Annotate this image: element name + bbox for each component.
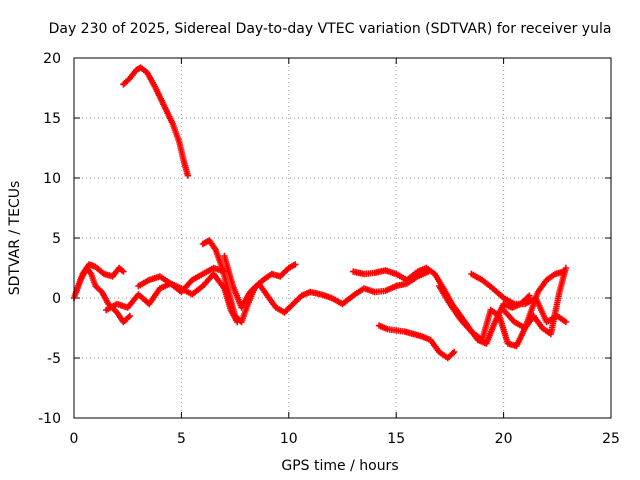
data-point-marker <box>126 312 134 320</box>
y-tick-label: 10 <box>43 171 61 187</box>
data-point-marker <box>560 268 567 275</box>
y-tick-label: 20 <box>43 51 61 67</box>
series-arc-7 <box>221 252 432 316</box>
x-tick-label: 5 <box>177 431 186 447</box>
grid <box>74 58 611 418</box>
y-tick-label: -5 <box>47 351 61 367</box>
data-point-marker <box>292 261 299 268</box>
x-axis-label: GPS time / hours <box>281 458 398 474</box>
series-arc-10 <box>435 264 570 350</box>
y-tick-label: 5 <box>52 231 61 247</box>
x-tick-label: 0 <box>70 431 79 447</box>
x-tick-label: 25 <box>602 431 620 447</box>
series-arc-3 <box>120 64 192 179</box>
data-point-marker <box>526 292 533 299</box>
y-tick-label: -10 <box>38 411 61 427</box>
y-tick-label: 15 <box>43 111 61 127</box>
axis-ticks: 0 5 10 15 20 25 -10 -5 0 5 10 15 20 <box>38 51 620 447</box>
x-tick-label: 20 <box>495 431 513 447</box>
y-axis-label: SDTVAR / TECUs <box>7 181 23 296</box>
data-point-marker <box>120 268 127 275</box>
data-point-marker <box>562 264 570 272</box>
plot-frame <box>73 57 612 419</box>
chart-title: Day 230 of 2025, Sidereal Day-to-day VTE… <box>49 21 612 37</box>
x-tick-label: 10 <box>280 431 298 447</box>
x-tick-label: 15 <box>387 431 405 447</box>
series-arc-2 <box>72 261 127 296</box>
data-point-marker <box>562 318 570 326</box>
data-series <box>70 64 570 362</box>
series-arc-9 <box>375 322 458 362</box>
y-tick-label: 0 <box>52 291 61 307</box>
data-point-marker <box>450 348 458 356</box>
data-point-marker <box>125 314 132 321</box>
data-point-marker <box>184 172 192 179</box>
series-arc-12 <box>500 268 567 332</box>
data-point-marker <box>449 350 457 357</box>
